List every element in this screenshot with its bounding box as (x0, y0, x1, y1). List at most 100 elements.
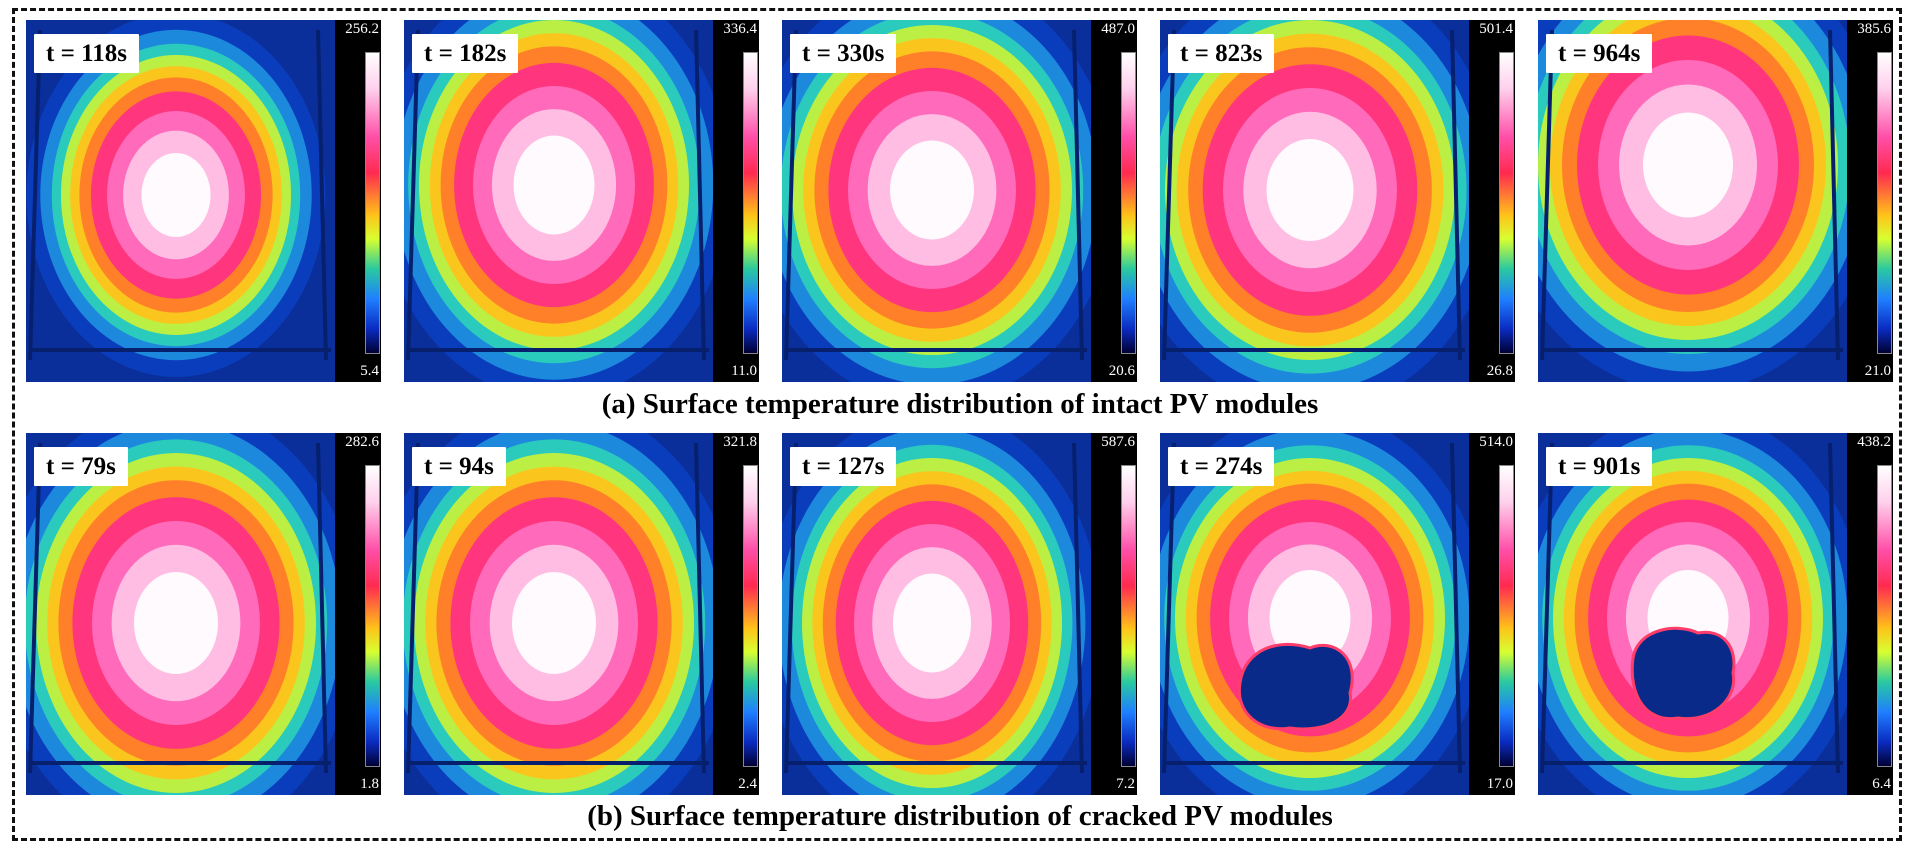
colorbar: 587.6 7.2 (1091, 433, 1137, 795)
colorbar-max: 587.6 (1101, 434, 1135, 450)
module-frame-line (784, 29, 798, 361)
heat-contour (512, 572, 596, 674)
colorbar-min: 5.4 (360, 363, 379, 379)
module-frame-line (406, 442, 420, 774)
thermal-heatmap (404, 433, 713, 795)
colorbar-min: 17.0 (1486, 776, 1513, 792)
colorbar: 256.2 5.4 (335, 20, 381, 382)
heat-contour (1643, 112, 1733, 218)
colorbar-gradient (743, 465, 758, 767)
panel-b1: t = 79s 282.6 1.8 (26, 433, 381, 795)
time-label: t = 330s (790, 34, 897, 73)
thermal-image (404, 20, 713, 382)
module-frame-line (694, 29, 706, 361)
module-frame-line (1828, 442, 1840, 774)
module-frame-line (1450, 442, 1462, 774)
panel-a2: t = 182s 336.4 11.0 (404, 20, 759, 382)
colorbar: 438.2 6.4 (1847, 433, 1893, 795)
heat-contour (141, 153, 211, 237)
module-frame-line (1828, 29, 1840, 361)
time-label: t = 182s (412, 34, 519, 73)
thermal-image (1538, 20, 1847, 382)
colorbar-max: 282.6 (345, 434, 379, 450)
module-frame-line (1162, 442, 1176, 774)
heat-contour (134, 572, 218, 674)
time-label: t = 274s (1168, 447, 1275, 486)
colorbar-gradient (1499, 465, 1514, 767)
time-label: t = 823s (1168, 34, 1275, 73)
module-frame-line (28, 442, 42, 774)
colorbar-max: 438.2 (1857, 434, 1891, 450)
colorbar-gradient (743, 52, 758, 354)
time-label: t = 127s (790, 447, 897, 486)
colorbar: 282.6 1.8 (335, 433, 381, 795)
thermal-image (1538, 433, 1847, 795)
caption-intact: (a) Surface temperature distribution of … (601, 388, 1319, 420)
module-frame-line (1162, 29, 1176, 361)
module-frame-line (694, 442, 706, 774)
panel-a5: t = 964s 385.6 21.0 (1538, 20, 1893, 382)
colorbar: 336.4 11.0 (713, 20, 759, 382)
colorbar-gradient (365, 465, 380, 767)
colorbar-min: 6.4 (1872, 776, 1891, 792)
panel-a3: t = 330s 487.0 20.6 (782, 20, 1137, 382)
module-frame-line (1540, 29, 1554, 361)
panel-a4: t = 823s 501.4 26.8 (1160, 20, 1515, 382)
time-label: t = 901s (1546, 447, 1653, 486)
colorbar-gradient (1121, 465, 1136, 767)
colorbar-max: 321.8 (723, 434, 757, 450)
thermal-image (782, 20, 1091, 382)
colorbar-max: 501.4 (1479, 21, 1513, 37)
thermal-heatmap (26, 20, 335, 382)
thermal-heatmap (26, 433, 335, 795)
crack-region (1237, 642, 1354, 731)
module-frame-line (406, 29, 420, 361)
heat-contour (513, 135, 595, 235)
thermal-heatmap (782, 20, 1091, 382)
colorbar-min: 20.6 (1108, 363, 1135, 379)
figure-border (12, 8, 1902, 841)
row-intact: t = 118s 256.2 5.4 t = 182s 336.4 11.0 t… (26, 20, 1894, 400)
time-label: t = 118s (34, 34, 139, 73)
colorbar: 514.0 17.0 (1469, 433, 1515, 795)
panel-a1: t = 118s 256.2 5.4 (26, 20, 381, 382)
thermal-image (1160, 20, 1469, 382)
colorbar-max: 385.6 (1857, 21, 1891, 37)
heat-contour (1269, 570, 1351, 666)
crack-region (1630, 626, 1736, 721)
colorbar-min: 21.0 (1864, 363, 1891, 379)
colorbar: 385.6 21.0 (1847, 20, 1893, 382)
panel-b4: t = 274s 514.0 17.0 (1160, 433, 1515, 795)
colorbar-min: 2.4 (738, 776, 757, 792)
caption-cracked: (b) Surface temperature distribution of … (587, 800, 1333, 832)
colorbar: 501.4 26.8 (1469, 20, 1515, 382)
thermal-heatmap (1538, 433, 1847, 795)
panel-b2: t = 94s 321.8 2.4 (404, 433, 759, 795)
colorbar-gradient (1877, 52, 1892, 354)
thermal-heatmap (1538, 20, 1847, 382)
heat-contour (893, 573, 971, 673)
thermal-heatmap (1160, 20, 1469, 382)
colorbar-gradient (1877, 465, 1892, 767)
colorbar-min: 11.0 (731, 363, 757, 379)
colorbar-max: 514.0 (1479, 434, 1513, 450)
colorbar: 321.8 2.4 (713, 433, 759, 795)
colorbar-min: 26.8 (1486, 363, 1513, 379)
row-cracked: t = 79s 282.6 1.8 t = 94s 321.8 2.4 t = … (26, 433, 1894, 813)
module-frame-line (1540, 442, 1554, 774)
panel-b5: t = 901s 438.2 6.4 (1538, 433, 1893, 795)
time-label: t = 964s (1546, 34, 1653, 73)
colorbar-max: 256.2 (345, 21, 379, 37)
module-frame-line (1450, 29, 1462, 361)
colorbar: 487.0 20.6 (1091, 20, 1137, 382)
colorbar-gradient (1499, 52, 1514, 354)
thermal-image (404, 433, 713, 795)
module-frame-line (784, 442, 798, 774)
thermal-image (26, 20, 335, 382)
time-label: t = 79s (34, 447, 128, 486)
colorbar-min: 1.8 (360, 776, 379, 792)
module-frame-line (316, 442, 328, 774)
thermal-heatmap (782, 433, 1091, 795)
thermal-image (26, 433, 335, 795)
thermal-image (1160, 433, 1469, 795)
